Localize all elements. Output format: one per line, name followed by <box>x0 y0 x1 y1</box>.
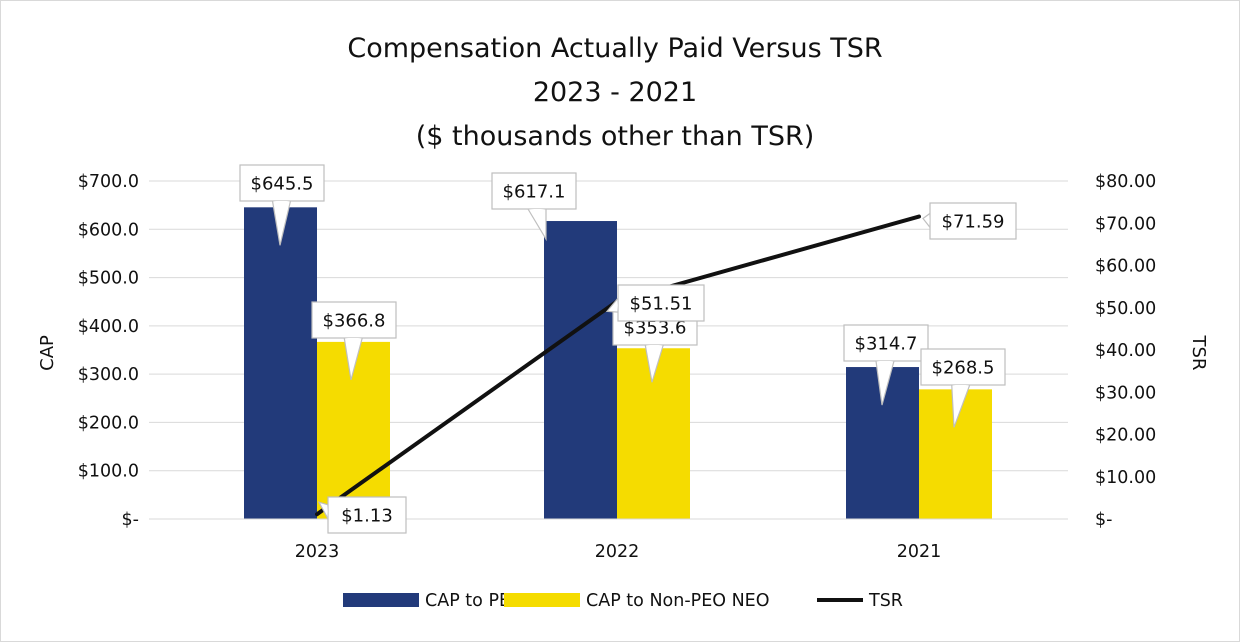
y-tick-label: $300.0 <box>78 365 139 385</box>
y2-tick-label: $- <box>1095 510 1112 530</box>
callout-box <box>491 172 577 210</box>
callout-seam <box>344 338 363 341</box>
callout-label: $268.5 <box>932 358 995 379</box>
legend-cap-to-peo: CAP to PEO <box>343 591 524 611</box>
y-tick-label: $100.0 <box>78 462 139 482</box>
data-label-tsr-2023: $1.13 <box>317 496 407 534</box>
callout-label: $617.1 <box>503 182 566 203</box>
y-axis-title: CAP <box>37 335 58 371</box>
y-tick-label: $200.0 <box>78 413 139 433</box>
y2-tick-label: $50.00 <box>1095 299 1156 319</box>
y2-tick-label: $70.00 <box>1095 214 1156 234</box>
legend: CAP to PEO CAP to Non-PEO NEO TSR <box>343 591 903 611</box>
y2-tick-label: $10.00 <box>1095 468 1156 488</box>
callout-label: $1.13 <box>341 506 393 527</box>
callout-seam <box>951 385 970 388</box>
y-tick-label: $500.0 <box>78 269 139 289</box>
chart-title-line: 2023 - 2021 <box>533 77 697 108</box>
bar-cap-to-peo-2022 <box>544 221 617 519</box>
chart-title: Compensation Actually Paid Versus TSR 202… <box>347 33 882 152</box>
y-tick-label: $400.0 <box>78 317 139 337</box>
bars <box>244 207 992 519</box>
y2-tick-label: $60.00 <box>1095 257 1156 277</box>
legend-swatch <box>343 593 419 607</box>
y2-axis-title: TSR <box>1188 335 1209 371</box>
callout-seam <box>876 361 894 364</box>
data-label-neo-2021: $268.5 <box>920 348 1006 428</box>
data-label-neo-2023: $366.8 <box>311 301 397 381</box>
legend-label: TSR <box>868 591 903 611</box>
y-tick-label: $- <box>122 510 139 530</box>
y2-tick-label: $20.00 <box>1095 426 1156 446</box>
data-label-peo-2023: $645.5 <box>239 164 325 246</box>
legend-swatch <box>504 593 580 607</box>
callout-box <box>311 301 397 339</box>
bar-cap-to-peo-2023 <box>244 207 317 519</box>
callout-seam <box>272 201 291 204</box>
callout-label: $645.5 <box>251 174 314 195</box>
y2-tick-label: $30.00 <box>1095 383 1156 403</box>
x-tick-label: 2023 <box>295 542 340 562</box>
callout-seam <box>617 298 618 313</box>
legend-tsr: TSR <box>817 591 903 611</box>
x-axis: 2023 2022 2021 <box>149 518 1068 562</box>
y2-tick-label: $80.00 <box>1095 172 1156 192</box>
callout-tail <box>922 212 931 230</box>
callout-label: $71.59 <box>942 212 1005 233</box>
x-tick-label: 2022 <box>595 542 640 562</box>
data-label-peo-2021: $314.7 <box>843 324 929 406</box>
left-y-axis: $- $100.0 $200.0 $300.0 $400.0 $500.0 $600.0 $7… <box>78 172 139 530</box>
callout-label: $366.8 <box>323 311 386 332</box>
callout-box <box>617 284 705 322</box>
y-tick-label: $600.0 <box>78 220 139 240</box>
right-y-axis: $- $10.00 $20.00 $30.00 $40.00 $50.00 $60.00 $7… <box>1095 172 1156 530</box>
callout-tail <box>526 208 547 242</box>
y-tick-label: $700.0 <box>78 172 139 192</box>
callout-box <box>920 348 1006 386</box>
legend-cap-to-non-peo-neo: CAP to Non-PEO NEO <box>504 591 770 611</box>
data-label-tsr-2022: $51.51 <box>605 284 705 322</box>
callout-label: $353.6 <box>624 318 687 339</box>
callout-seam <box>528 209 546 211</box>
x-tick-label: 2021 <box>897 542 942 562</box>
callout-box <box>929 202 1017 240</box>
data-label-peo-2022: $617.1 <box>491 172 577 242</box>
chart-title-line: Compensation Actually Paid Versus TSR <box>347 33 882 64</box>
legend-label: CAP to PEO <box>425 591 524 611</box>
callout-box <box>239 164 325 202</box>
data-labels: $645.5 $617.1 $314.7 $366.8 $353.6 $268.5 $1.1… <box>239 164 1017 534</box>
legend-label: CAP to Non-PEO NEO <box>586 591 770 611</box>
data-label-tsr-2021: $71.59 <box>922 202 1017 240</box>
callout-label: $314.7 <box>855 334 918 355</box>
callout-label: $51.51 <box>630 294 693 315</box>
chart-title-line: ($ thousands other than TSR) <box>416 121 815 152</box>
y2-tick-label: $40.00 <box>1095 341 1156 361</box>
callout-seam <box>645 345 664 347</box>
